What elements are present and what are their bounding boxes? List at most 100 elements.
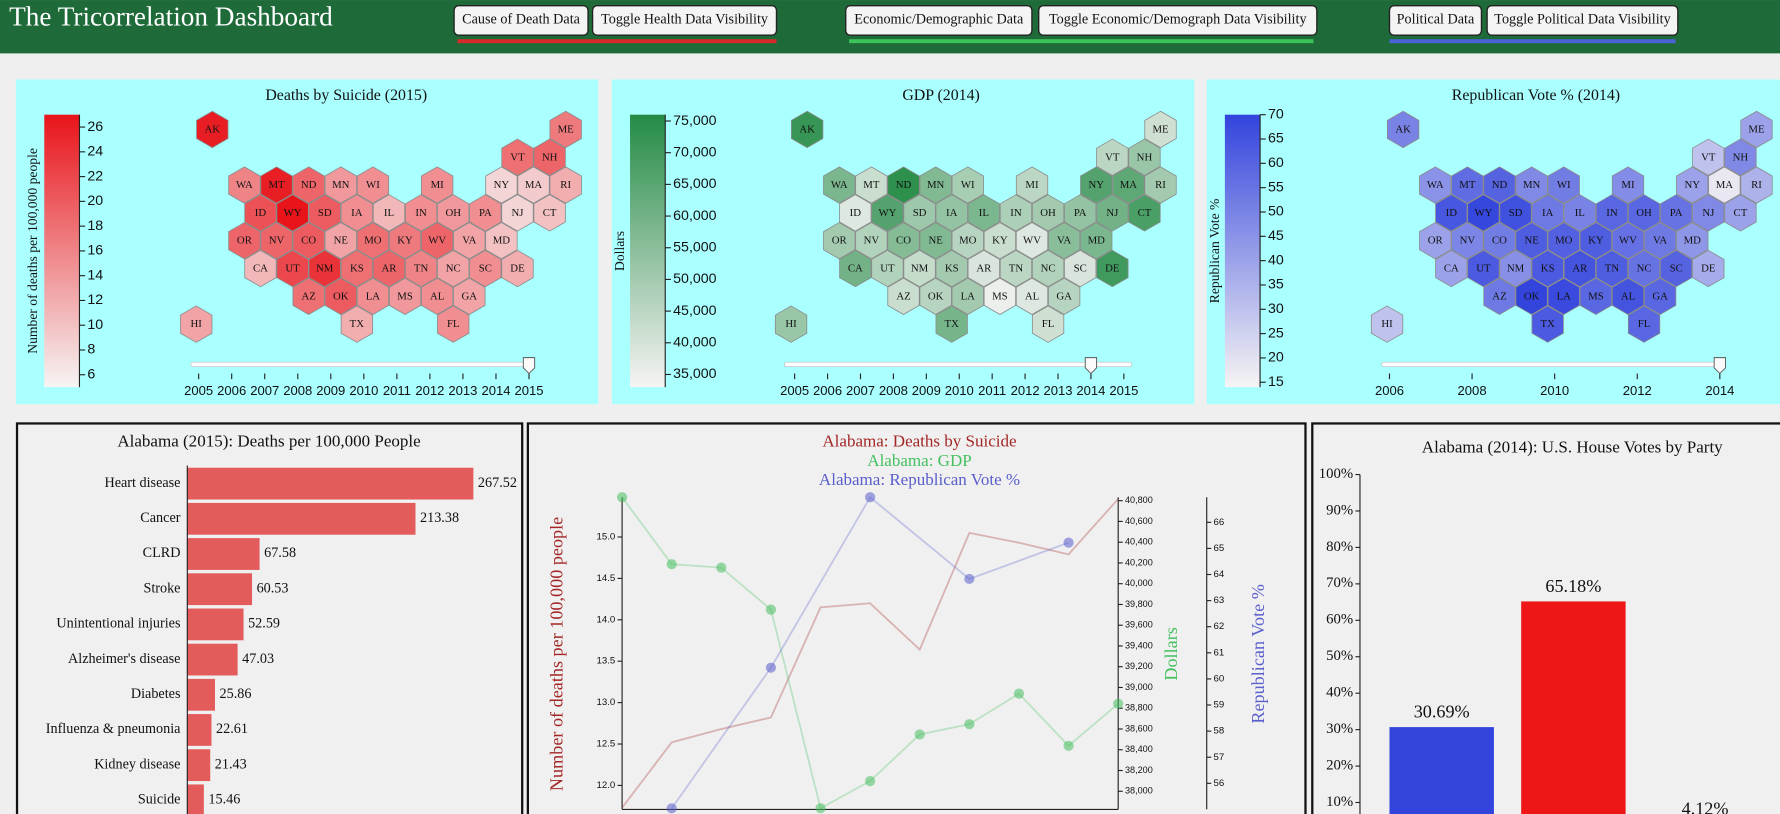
slider-track[interactable] <box>784 361 1133 368</box>
state-label: TX <box>350 318 365 330</box>
color-tick-label: 15 <box>1268 374 1284 390</box>
state-hex <box>1451 222 1484 260</box>
state-label: NV <box>269 235 285 247</box>
state-hex <box>1692 249 1725 288</box>
slider-tick-label: 2006 <box>1375 383 1404 398</box>
button[interactable]: Economic/Demographic Data <box>845 5 1033 36</box>
slider-tick-label: 2009 <box>912 383 941 398</box>
state-label: HI <box>191 318 203 330</box>
slider-tick-label: 2008 <box>283 383 312 398</box>
series-point <box>964 573 975 585</box>
state-hex <box>887 222 920 260</box>
state-hex <box>1531 249 1564 288</box>
state-hex <box>421 277 454 315</box>
slider-handle[interactable] <box>1084 357 1098 375</box>
state-hex <box>1724 138 1757 176</box>
slider-track[interactable] <box>1381 361 1726 368</box>
slider-handle[interactable] <box>522 357 536 375</box>
color-tick-label: 26 <box>87 119 103 135</box>
bar-category: Influenza & pneumonia <box>46 721 181 737</box>
state-hex <box>1611 277 1645 315</box>
y-axis-label: Number of deaths per 100,000 people <box>547 517 567 791</box>
series-point <box>815 803 826 814</box>
state-label: KY <box>992 235 1008 247</box>
button-label[interactable]: Cause of Death Data <box>462 12 580 28</box>
series-point <box>914 729 925 740</box>
color-tick-label: 40 <box>1268 252 1284 268</box>
color-tick-label: 6 <box>87 366 95 382</box>
state-hex <box>1386 110 1420 149</box>
slider-tick-label: 2007 <box>250 383 279 398</box>
state-label: UT <box>1476 263 1491 275</box>
button[interactable]: Cause of Death Data <box>453 5 589 36</box>
state-label: CT <box>1734 207 1748 219</box>
state-label: MO <box>959 235 977 247</box>
bar-category: Stroke <box>143 580 180 596</box>
button-label[interactable]: Political Data <box>1397 12 1475 28</box>
button[interactable]: Toggle Health Data Visibility <box>591 5 778 36</box>
state-label: MN <box>332 179 350 191</box>
slider-tick-label: 2012 <box>1011 383 1040 398</box>
y-tick-label: 12.0 <box>597 780 616 791</box>
button[interactable]: Toggle Economic/Demograph Data Visibilit… <box>1038 5 1318 36</box>
state-label: SD <box>913 207 927 219</box>
button[interactable]: Toggle Political Data Visibility <box>1486 5 1679 36</box>
y-tick-label: 38,400 <box>1125 744 1153 754</box>
state-label: NE <box>334 235 349 247</box>
state-label: TN <box>414 263 429 275</box>
state-label: MA <box>525 179 543 191</box>
y-tick-label: 56 <box>1214 778 1225 789</box>
state-hex <box>1080 222 1113 260</box>
button-box[interactable] <box>453 5 589 36</box>
button-box[interactable] <box>1486 5 1679 36</box>
state-hex <box>469 249 502 288</box>
state-label: MS <box>992 290 1008 302</box>
y-tick-label: 100% <box>1319 466 1353 482</box>
state-label: FL <box>1638 318 1651 330</box>
slider-handle[interactable] <box>1713 357 1726 375</box>
bar-value-label: 21.43 <box>215 756 247 772</box>
state-hex <box>244 249 277 288</box>
y-tick-label: 66 <box>1214 517 1225 528</box>
button-box[interactable] <box>1038 5 1318 36</box>
button-box[interactable] <box>1388 5 1483 36</box>
state-hex <box>935 305 968 343</box>
state-label: IA <box>351 207 363 219</box>
button-label[interactable]: Toggle Economic/Demograph Data Visibilit… <box>1049 12 1307 28</box>
button[interactable]: Political Data <box>1388 5 1483 36</box>
color-tick-label: 65,000 <box>673 176 717 192</box>
state-hex <box>919 222 952 260</box>
y-tick-label: 38,800 <box>1125 703 1153 713</box>
color-tick-label: 10 <box>87 317 103 333</box>
state-hex <box>1451 166 1484 204</box>
state-hex <box>292 222 325 260</box>
y-axis-label: Dollars <box>1161 627 1181 680</box>
state-label: AK <box>799 123 815 135</box>
state-hex <box>324 277 357 315</box>
button-box[interactable] <box>591 5 778 36</box>
state-label: KS <box>1541 263 1555 275</box>
state-hex <box>951 222 984 260</box>
button-label[interactable]: Toggle Political Data Visibility <box>1494 12 1671 28</box>
bar-value-label: 30.69% <box>1414 702 1470 722</box>
y-tick-label: 39,800 <box>1125 599 1153 609</box>
slider-track[interactable] <box>190 361 534 368</box>
state-label: DE <box>1105 263 1120 275</box>
color-tick-label: 55 <box>1268 179 1284 195</box>
state-label: MI <box>1025 179 1039 191</box>
state-label: MA <box>1120 179 1138 191</box>
button-label[interactable]: Toggle Health Data Visibility <box>601 12 769 28</box>
state-label: MT <box>863 179 880 191</box>
state-hex <box>453 277 486 315</box>
state-label: NJ <box>1106 207 1118 219</box>
state-hex <box>501 249 534 288</box>
color-tick-label: 45,000 <box>673 303 717 319</box>
series-point <box>765 662 777 673</box>
button-box[interactable] <box>845 5 1033 36</box>
button-label[interactable]: Economic/Demographic Data <box>854 12 1024 28</box>
bar <box>187 538 260 570</box>
y-tick-label: 12.5 <box>597 739 616 750</box>
bar-value-label: 15.46 <box>208 792 240 808</box>
state-hex <box>196 110 229 149</box>
state-hex <box>1064 194 1097 232</box>
